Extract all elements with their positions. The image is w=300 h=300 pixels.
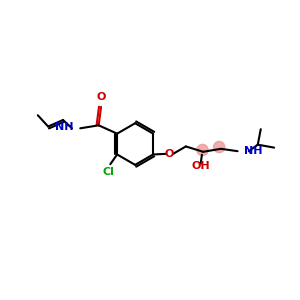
Text: NH: NH bbox=[244, 146, 262, 156]
Circle shape bbox=[197, 144, 208, 156]
Text: O: O bbox=[165, 149, 174, 159]
Text: OH: OH bbox=[191, 161, 210, 171]
Text: Cl: Cl bbox=[103, 167, 115, 177]
Circle shape bbox=[214, 141, 225, 153]
Text: O: O bbox=[97, 92, 106, 102]
Text: NH: NH bbox=[55, 122, 74, 132]
